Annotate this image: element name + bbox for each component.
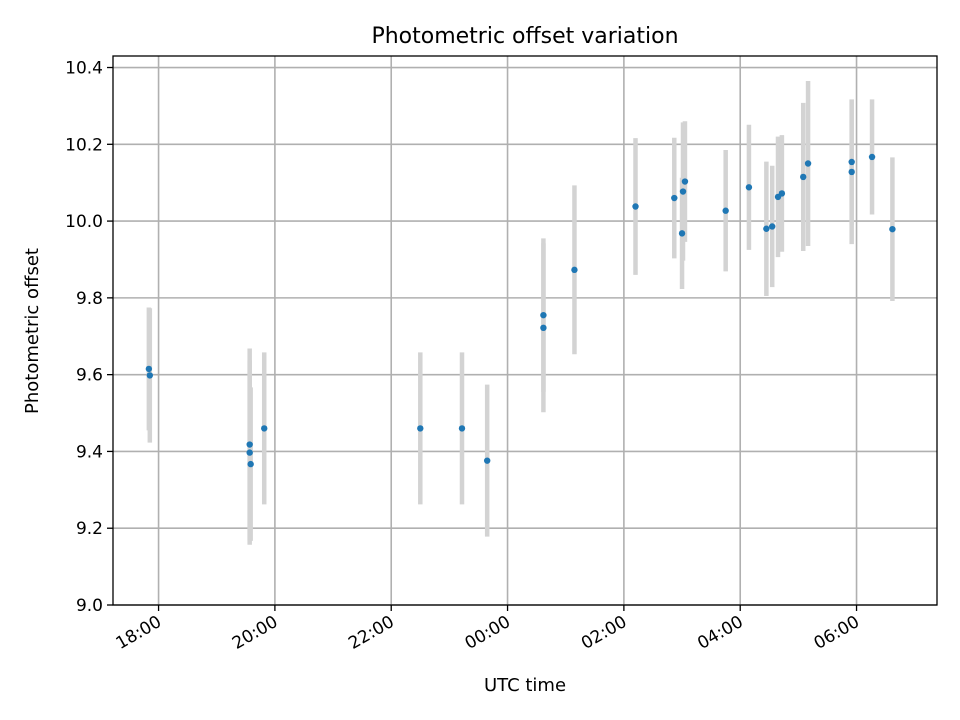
y-tick-label: 9.6 [76,366,103,386]
data-point [848,158,855,166]
data-point [145,365,153,373]
data-point [540,324,547,332]
data-point [483,457,491,464]
x-tick-label: 06:00 [811,612,863,654]
grid-lines [113,56,937,606]
error-bars [146,80,895,545]
data-point [678,230,686,237]
data-point [679,188,687,195]
y-tick-label: 9.2 [76,519,103,539]
y-axis-label: Photometric offset [22,248,43,414]
data-point [261,425,268,432]
x-axis-label: UTC time [484,675,566,696]
data-point [246,449,253,456]
data-point [671,194,678,202]
y-tick-label: 10.4 [65,59,103,79]
data-point [458,425,466,432]
x-tick-label: 22:00 [345,612,397,654]
x-axis-ticks: 18:00 20:00 22:00 00:00 02:00 04:00 06:00 [113,605,863,654]
y-tick-label: 9.4 [76,442,103,462]
data-point [804,160,812,167]
y-axis-ticks: 9.0 9.2 9.4 9.6 9.8 10.0 10.2 10.4 [65,59,113,616]
data-point [246,441,253,448]
data-point [681,178,689,185]
x-tick-label: 00:00 [462,612,514,654]
data-point [848,168,855,176]
x-tick-label: 20:00 [229,612,281,654]
data-point [571,266,578,274]
x-tick-label: 02:00 [578,612,630,654]
data-point [745,184,753,191]
data-point [417,425,424,432]
data-point [889,225,896,233]
data-point [722,207,729,214]
y-tick-label: 10.2 [65,135,103,155]
y-tick-label: 10.0 [65,212,103,232]
data-point [540,311,547,319]
plot-frame [112,55,938,606]
data-point [632,203,639,210]
data-points [145,153,896,468]
data-point [868,153,876,161]
chart-title: Photometric offset variation [371,24,678,49]
y-tick-label: 9.0 [76,596,103,616]
data-point [778,190,786,197]
y-tick-label: 9.8 [76,289,103,309]
data-point [800,173,807,181]
data-point [763,225,770,232]
data-point [247,460,254,468]
x-tick-label: 04:00 [694,612,746,654]
data-point [146,372,154,379]
x-tick-label: 18:00 [113,612,165,654]
data-point [769,223,776,230]
